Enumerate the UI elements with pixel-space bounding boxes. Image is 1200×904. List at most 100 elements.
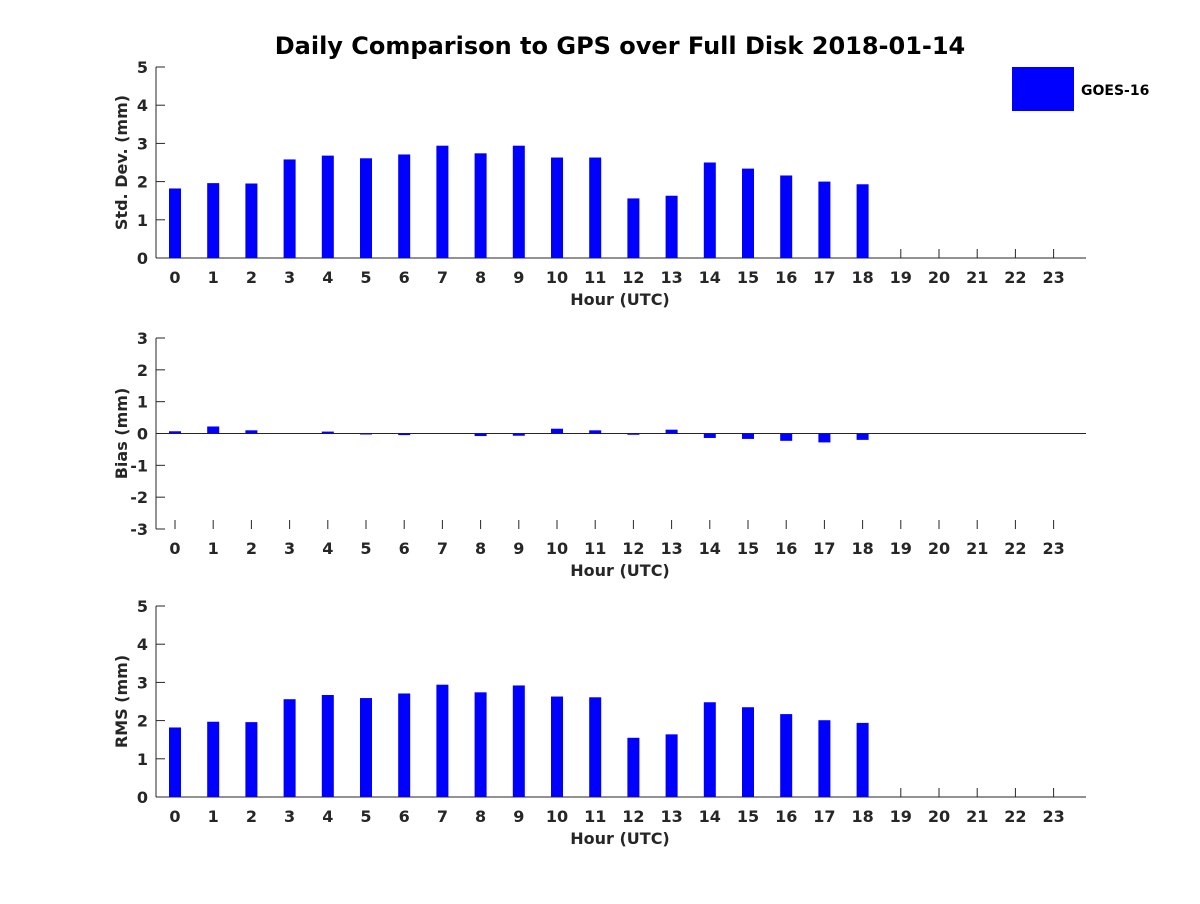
bar: [321, 155, 334, 258]
x-tick-label: 13: [660, 807, 682, 826]
y-tick-label: 3: [137, 134, 148, 153]
bar: [551, 428, 563, 434]
bar: [436, 145, 449, 258]
x-tick-label: 20: [928, 807, 950, 826]
bar: [742, 433, 754, 439]
bar: [742, 707, 754, 797]
y-tick-label: -2: [130, 488, 148, 507]
x-tick-label: 14: [699, 807, 721, 826]
x-tick-label: 2: [246, 539, 257, 558]
bar: [780, 433, 793, 441]
y-tick-label: -3: [130, 520, 148, 539]
x-tick-label: 9: [513, 268, 524, 287]
x-tick-label: 6: [399, 539, 410, 558]
x-tick-label: 20: [928, 268, 950, 287]
x-tick-label: 16: [775, 268, 797, 287]
bar: [818, 181, 831, 258]
bar: [169, 188, 181, 258]
y-tick-label: 0: [137, 788, 148, 807]
x-tick-label: 7: [437, 268, 448, 287]
x-tick-label: 0: [169, 539, 180, 558]
bar: [474, 153, 487, 258]
x-tick-label: 5: [360, 268, 371, 287]
y-tick-label: -1: [130, 456, 148, 475]
y-tick-label: 0: [137, 249, 148, 268]
x-tick-label: 4: [322, 268, 333, 287]
bar: [512, 685, 525, 797]
x-tick-label: 22: [1004, 807, 1026, 826]
chart-title: Daily Comparison to GPS over Full Disk 2…: [275, 32, 966, 60]
y-tick-label: 1: [137, 750, 148, 769]
x-tick-label: 4: [322, 807, 333, 826]
bar: [245, 430, 258, 434]
bar: [245, 183, 258, 258]
bar: [398, 433, 411, 436]
x-tick-label: 4: [322, 539, 333, 558]
x-tick-label: 21: [966, 807, 988, 826]
x-tick-label: 3: [284, 268, 295, 287]
bar: [398, 693, 411, 797]
x-tick-label: 9: [513, 807, 524, 826]
x-tick-label: 17: [813, 807, 835, 826]
x-tick-label: 17: [813, 268, 835, 287]
x-tick-label: 3: [284, 539, 295, 558]
bar: [169, 727, 181, 797]
bar: [627, 737, 640, 797]
y-axis-label: RMS (mm): [112, 655, 131, 748]
x-tick-label: 13: [660, 539, 682, 558]
y-tick-label: 5: [137, 58, 148, 77]
x-tick-label: 23: [1042, 807, 1064, 826]
bar: [627, 198, 640, 258]
x-tick-label: 16: [775, 539, 797, 558]
bar: [360, 433, 372, 435]
x-tick-label: 11: [584, 268, 606, 287]
x-tick-label: 3: [284, 807, 295, 826]
bar: [627, 433, 640, 435]
bar: [245, 722, 258, 797]
x-tick-label: 20: [928, 539, 950, 558]
x-tick-label: 7: [437, 807, 448, 826]
bar: [703, 162, 716, 258]
x-tick-label: 1: [208, 807, 219, 826]
bar: [207, 721, 220, 797]
x-tick-label: 6: [399, 807, 410, 826]
x-tick-label: 10: [546, 268, 568, 287]
x-tick-label: 18: [851, 268, 873, 287]
x-tick-label: 15: [737, 807, 759, 826]
x-tick-label: 5: [360, 539, 371, 558]
bar: [551, 157, 563, 258]
x-tick-label: 8: [475, 268, 486, 287]
x-tick-label: 21: [966, 539, 988, 558]
bar: [207, 183, 220, 258]
x-tick-label: 7: [437, 539, 448, 558]
x-tick-label: 8: [475, 807, 486, 826]
y-tick-label: 2: [137, 173, 148, 192]
x-tick-label: 19: [890, 539, 912, 558]
x-tick-label: 11: [584, 539, 606, 558]
bar: [436, 684, 449, 797]
bar: [551, 696, 563, 797]
y-tick-label: 1: [137, 393, 148, 412]
bar: [665, 195, 678, 258]
y-tick-label: 3: [137, 673, 148, 692]
x-tick-label: 10: [546, 539, 568, 558]
y-axis-label: Std. Dev. (mm): [112, 95, 131, 230]
bar: [207, 426, 220, 434]
legend-swatch: [1012, 67, 1074, 111]
bar: [856, 722, 869, 797]
bar: [703, 433, 716, 438]
bar: [703, 702, 716, 797]
x-tick-label: 19: [890, 807, 912, 826]
x-tick-label: 5: [360, 807, 371, 826]
bar: [742, 168, 754, 258]
x-tick-label: 0: [169, 807, 180, 826]
bar: [321, 431, 334, 434]
x-tick-label: 14: [699, 268, 721, 287]
x-tick-label: 16: [775, 807, 797, 826]
x-tick-label: 2: [246, 268, 257, 287]
bar: [856, 184, 869, 258]
legend-label: GOES-16: [1081, 83, 1149, 99]
